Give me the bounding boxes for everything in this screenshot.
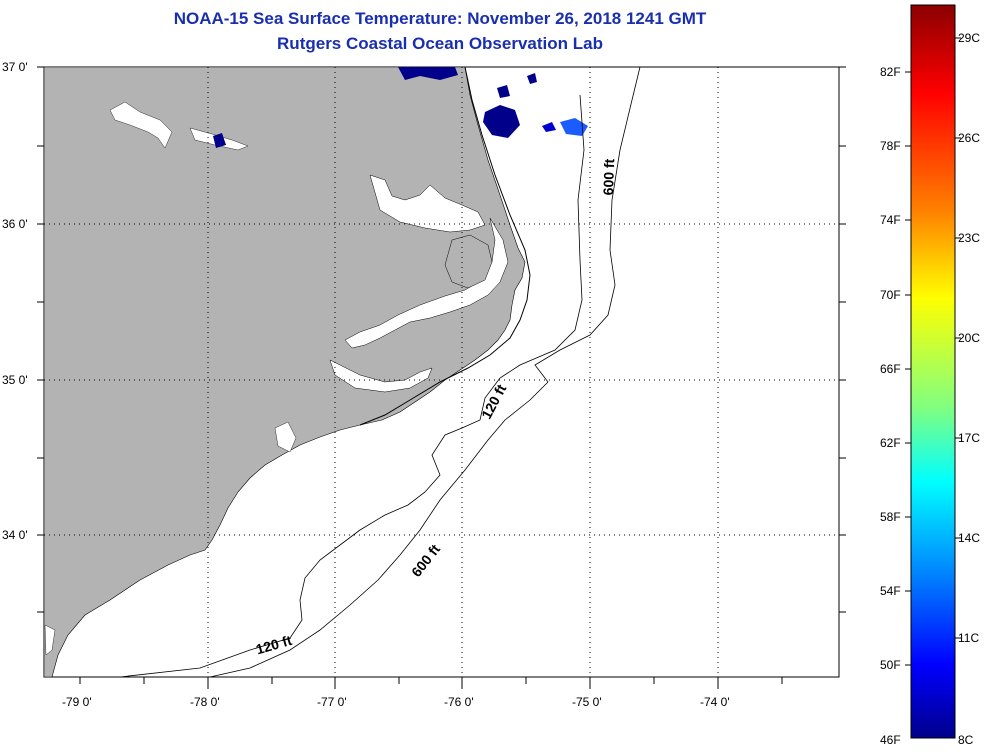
lat-label: 37 0' <box>2 60 28 74</box>
colorbar-c-label: 29C <box>958 31 981 45</box>
graticule <box>44 67 839 677</box>
colorbar-f-label: 82F <box>880 65 901 79</box>
colorbar-f-label: 78F <box>880 139 901 153</box>
albemarle-sound <box>369 174 486 233</box>
roanoke-island <box>444 234 493 289</box>
neuse-river <box>329 359 433 393</box>
colorbar-f-label: 50F <box>880 658 901 672</box>
colorbar-c-label: 14C <box>958 531 981 545</box>
inland-lake <box>274 421 297 453</box>
lon-label: -74 0' <box>700 695 730 709</box>
lat-label: 36 0' <box>2 217 28 231</box>
colorbar-c-label: 17C <box>958 431 981 445</box>
map-subtitle: Rutgers Coastal Ocean Observation Lab <box>277 34 603 53</box>
colorbar-f-label: 74F <box>880 213 901 227</box>
colorbar-c-label: 26C <box>958 131 981 145</box>
isobath-120ft <box>119 94 585 677</box>
inland-lake <box>44 624 56 656</box>
lon-label: -76 0' <box>444 695 474 709</box>
contour-label-600ft: 600 ft <box>600 158 618 196</box>
outer-banks <box>359 67 531 426</box>
colorbar-f-label: 70F <box>880 288 901 302</box>
lon-label: -75 0' <box>572 695 602 709</box>
colorbar-c-label: 11C <box>958 631 980 645</box>
colorbar <box>910 4 956 739</box>
lat-ticks <box>37 66 846 613</box>
colorbar-f-label: 54F <box>880 584 901 598</box>
colorbar-f-label: 46F <box>880 733 901 747</box>
pamlico-sound <box>344 217 509 349</box>
lat-label: 35 0' <box>2 373 28 387</box>
colorbar-c-label: 20C <box>958 331 981 345</box>
lat-label: 34 0' <box>2 528 28 542</box>
lon-label: -78 0' <box>190 695 220 709</box>
isobath-600ft <box>209 67 641 677</box>
colorbar-c-label: 8C <box>958 733 974 747</box>
colorbar-f-label: 66F <box>880 362 901 376</box>
colorbar-ticks <box>905 37 961 666</box>
colorbar-f-label: 62F <box>880 436 901 450</box>
colorbar-f-label: 58F <box>880 510 901 524</box>
map-title: NOAA-15 Sea Surface Temperature: Novembe… <box>173 9 707 28</box>
lon-label: -79 0' <box>62 695 92 709</box>
lon-ticks <box>79 677 783 689</box>
inland-lake <box>109 101 173 149</box>
colorbar-c-label: 23C <box>958 231 981 245</box>
lon-label: -77 0' <box>317 695 347 709</box>
sst-patches <box>213 67 588 148</box>
